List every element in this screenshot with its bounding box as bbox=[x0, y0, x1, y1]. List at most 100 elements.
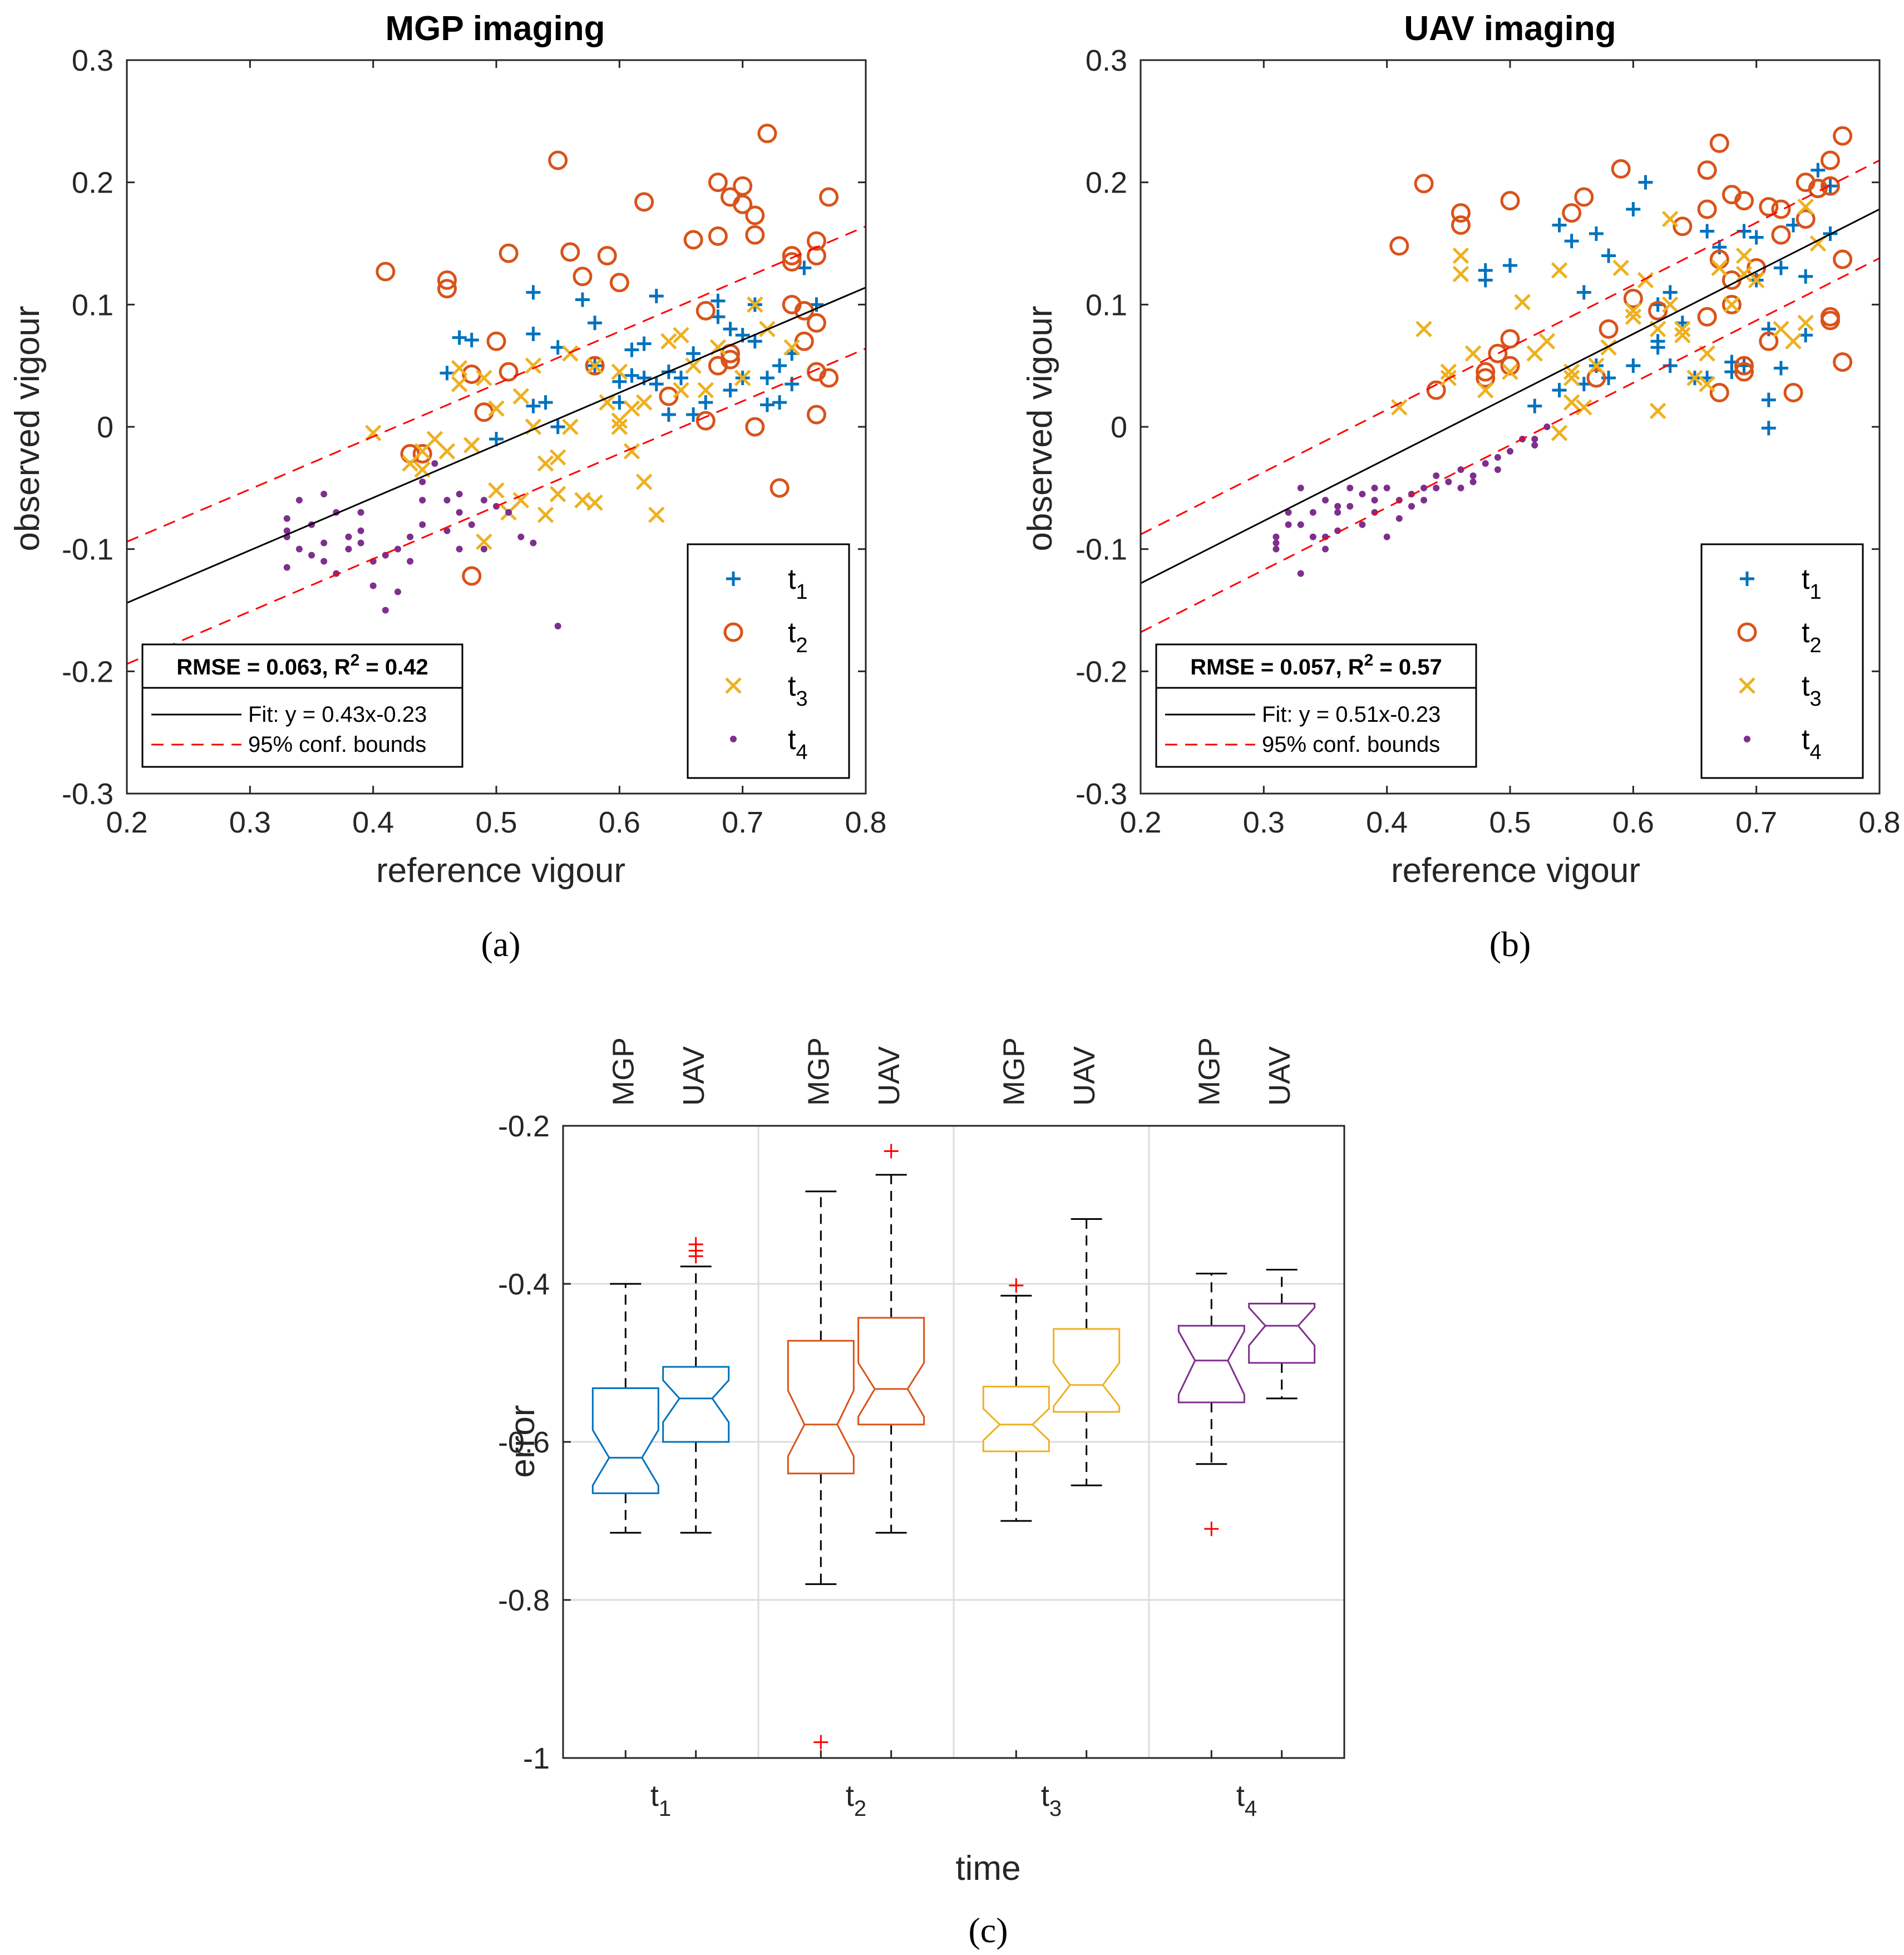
panel-b-ytick-label: -0.3 bbox=[1076, 777, 1127, 811]
panel-a-point-t3 bbox=[512, 388, 530, 405]
box-body bbox=[1053, 1328, 1121, 1413]
panel-b-point-t3 bbox=[1464, 345, 1482, 362]
panel-a-xtick-label: 0.5 bbox=[475, 806, 517, 839]
panel-a-legend-label-2: t2 bbox=[788, 617, 808, 657]
panel-a-point-t4 bbox=[443, 496, 451, 504]
panel-b-upper-bound bbox=[1141, 159, 1880, 535]
panel-b-point-t4 bbox=[1334, 503, 1341, 510]
panel-a-fit-line bbox=[127, 287, 866, 604]
panel-a-point-t2 bbox=[585, 356, 605, 376]
panel-b-ytick-label: -0.2 bbox=[1076, 655, 1127, 688]
panel-b-point-t2 bbox=[1833, 249, 1853, 269]
panel-a-point-t4 bbox=[382, 607, 389, 614]
panel-a-xtick-label: 0.7 bbox=[722, 806, 763, 839]
panel-b-point-t4 bbox=[1309, 509, 1316, 516]
panel-a-point-t4 bbox=[320, 558, 328, 565]
panel-a-point-t4 bbox=[345, 545, 352, 553]
panel-a-ytick-label: 0.2 bbox=[72, 166, 114, 200]
panel-b-point-t4 bbox=[1272, 539, 1280, 546]
panel-a-point-t4 bbox=[419, 478, 426, 485]
panel-b-point-t3 bbox=[1735, 265, 1753, 283]
box-top-label: UAV bbox=[677, 1046, 711, 1106]
panel-b-point-t3 bbox=[1551, 425, 1568, 441]
panel-b-legend-bounds-label: 95% conf. bounds bbox=[1262, 732, 1440, 757]
panel-a-point-t3 bbox=[599, 394, 615, 411]
panel-a-point-t3 bbox=[685, 357, 702, 374]
panel-b-point-t4 bbox=[1383, 484, 1390, 491]
panel-b-point-t2 bbox=[1709, 133, 1729, 153]
panel-b-point-t2 bbox=[1697, 160, 1717, 180]
panel-b-ylabel: observed vigour bbox=[1021, 306, 1059, 551]
panel-a-xtick-label: 0.8 bbox=[845, 806, 886, 839]
panel-a-point-t1 bbox=[698, 395, 713, 410]
panel-a-point-t2 bbox=[745, 205, 765, 225]
panel-a-point-t4 bbox=[419, 521, 426, 528]
panel-a-series-t3 bbox=[364, 296, 800, 550]
panel-b-point-t4 bbox=[1346, 503, 1354, 510]
panel-b-point-t2 bbox=[1697, 307, 1717, 327]
box-body bbox=[787, 1340, 855, 1475]
panel-a-point-t4 bbox=[480, 545, 487, 553]
panel-a-point-t2 bbox=[806, 231, 826, 251]
panel-a-point-t2 bbox=[609, 273, 629, 293]
panel-b-ytick-label: 0.1 bbox=[1086, 288, 1127, 322]
panel-a-point-t4 bbox=[517, 533, 525, 540]
panel-b-stats-title: RMSE = 0.057, R2 = 0.57 bbox=[1190, 651, 1442, 679]
panel-b-point-t4 bbox=[1371, 484, 1378, 491]
boxplot-group-label-4: t4 bbox=[1236, 1779, 1257, 1821]
panel-a-point-t4 bbox=[468, 521, 475, 528]
panel-b-point-t3 bbox=[1452, 265, 1469, 283]
panel-a-point-t1 bbox=[661, 407, 676, 422]
panel-a-point-t1 bbox=[711, 293, 726, 308]
panel-b-point-t1 bbox=[1663, 285, 1678, 300]
panel-b-point-t4 bbox=[1494, 454, 1501, 461]
panel-b-point-t3 bbox=[1797, 198, 1814, 215]
panel-b-point-t4 bbox=[1420, 496, 1428, 504]
panel-a-stats-title: RMSE = 0.063, R2 = 0.42 bbox=[176, 651, 428, 679]
panel-b-series-t1 bbox=[1478, 162, 1838, 436]
panel-a-legend: t1 t2 t3 t4 bbox=[687, 543, 850, 779]
panel-a-xtick-label: 0.6 bbox=[599, 806, 640, 839]
panel-b-point-t1 bbox=[1552, 383, 1567, 398]
panel-a-point-t2 bbox=[733, 194, 753, 214]
panel-b-point-t3 bbox=[1661, 296, 1679, 313]
panel-a-point-t1 bbox=[538, 395, 553, 410]
box-mgp-t4 bbox=[1177, 1273, 1245, 1537]
panel-a-point-t3 bbox=[623, 443, 640, 460]
panel-b-point-t1 bbox=[1626, 358, 1641, 373]
panel-b-title: UAV imaging bbox=[1404, 9, 1616, 48]
panel-a-point-t1 bbox=[464, 333, 479, 348]
panel-b-point-t2 bbox=[1709, 382, 1729, 402]
panel-a-point-t1 bbox=[649, 377, 664, 392]
panel-a-scatter: MGP imaging reference vigour observed vi… bbox=[8, 9, 887, 964]
panel-a-point-t3 bbox=[402, 455, 418, 472]
panel-b-xtick-label: 0.7 bbox=[1735, 806, 1777, 839]
panel-b-point-t4 bbox=[1433, 484, 1440, 491]
panel-b-point-t4 bbox=[1433, 472, 1440, 479]
panel-a-legend-marker-4 bbox=[730, 736, 737, 742]
panel-a-legend-label-4: t4 bbox=[788, 723, 808, 764]
panel-a-point-t2 bbox=[548, 150, 568, 170]
panel-b-point-t1 bbox=[1773, 260, 1788, 275]
panel-b-legend-frame bbox=[1700, 543, 1864, 779]
panel-b-point-t4 bbox=[1482, 460, 1489, 467]
panel-b-point-t2 bbox=[1611, 159, 1631, 179]
panel-a-point-t1 bbox=[772, 395, 787, 410]
panel-b-point-t2 bbox=[1771, 225, 1791, 245]
box-outlier bbox=[1204, 1521, 1219, 1537]
panel-a-point-t2 bbox=[770, 478, 790, 498]
panel-c-ylabel: error bbox=[504, 1405, 542, 1478]
panel-b-point-t4 bbox=[1531, 435, 1538, 442]
panel-a-point-t2 bbox=[486, 331, 506, 351]
panel-a-point-t1 bbox=[612, 374, 627, 389]
panel-b-legend-marker-1 bbox=[1740, 572, 1754, 586]
panel-b-point-t2 bbox=[1771, 199, 1791, 219]
panel-b-point-t3 bbox=[1797, 314, 1814, 332]
panel-a-ytick-label: -0.3 bbox=[62, 777, 114, 811]
panel-b-point-t3 bbox=[1600, 339, 1617, 356]
panel-a-point-t3 bbox=[586, 357, 603, 374]
panel-b-point-t1 bbox=[1564, 234, 1579, 249]
panel-a-point-t1 bbox=[674, 371, 688, 386]
panel-b-xtick-label: 0.4 bbox=[1366, 806, 1408, 839]
panel-a-point-t1 bbox=[637, 336, 652, 351]
